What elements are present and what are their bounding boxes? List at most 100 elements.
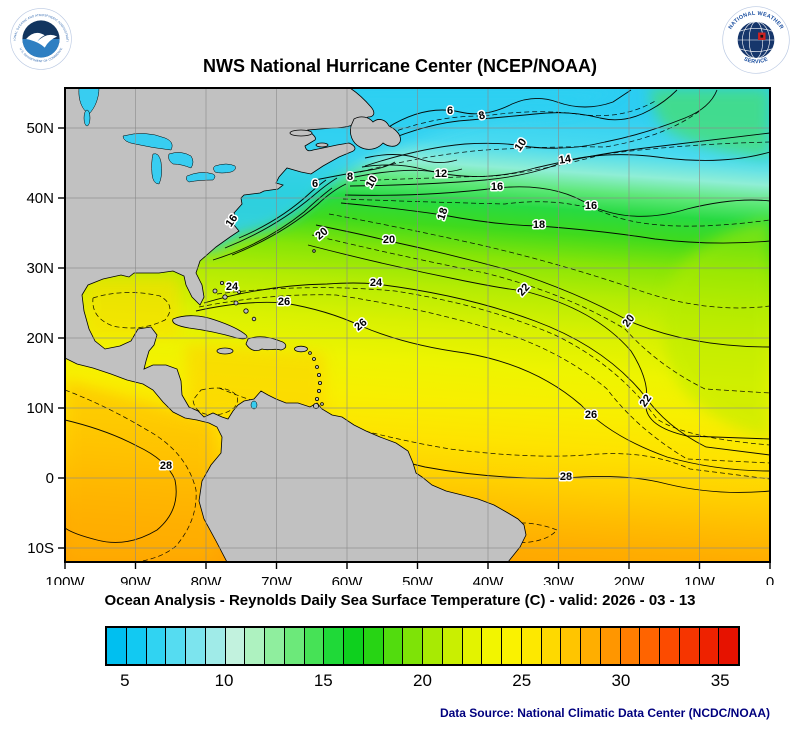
colorbar-segment <box>502 628 522 664</box>
lon-tick-label: 50W <box>402 574 434 585</box>
contour-label: 8 <box>347 171 353 183</box>
noaa-emblem-sea <box>22 39 60 58</box>
newfoundland-island <box>350 116 401 150</box>
landmasses <box>65 88 527 562</box>
noaa-seagull-icon <box>26 32 58 48</box>
colorbar-segment <box>600 628 621 664</box>
contour-label: 16 <box>585 200 597 212</box>
colorbar-segment <box>482 628 502 664</box>
graticule <box>65 88 770 562</box>
colorbar-segment <box>363 628 384 664</box>
bahamas-islands <box>212 280 257 322</box>
colorbar-segment <box>107 628 127 664</box>
colorbar-tick-label: 30 <box>611 671 631 690</box>
colorbar-segment <box>245 628 265 664</box>
lake-ontario <box>213 163 236 174</box>
jamaica-island <box>216 347 234 355</box>
colorbar-segment <box>442 628 463 664</box>
axes: 100W 90W 80W 70W 60W 50W 40W 30W 20W 10W 0 50N 40N 30… <box>26 120 774 585</box>
page-title: NWS National Hurricane Center (NCEP/NOAA… <box>202 56 598 76</box>
colorbar-segment <box>719 628 738 664</box>
nws-globe-graticule <box>737 21 775 59</box>
colorbar-segment <box>146 628 167 664</box>
colorbar-segment <box>265 628 285 664</box>
colorbar-segment <box>126 628 147 664</box>
noaa-logo: NATIONAL OCEANIC AND ATMOSPHERIC ADMINIS… <box>10 8 72 70</box>
colorbar-segment <box>186 628 206 664</box>
colorbar-segment <box>166 628 186 664</box>
bermuda-island <box>312 249 316 253</box>
colorbar-segment <box>383 628 404 664</box>
nws-hurricane-flag-center <box>760 34 764 38</box>
prince-edward-island <box>315 142 329 148</box>
nws-logo: NATIONAL WEATHER SERVICE <box>722 6 790 74</box>
lon-tick-label: 10W <box>684 574 716 585</box>
lake-maracaibo <box>250 400 258 410</box>
lon-tick-label: 0 <box>766 574 774 585</box>
cuba-island <box>172 315 248 340</box>
colorbar-tick-label: 5 <box>120 671 130 690</box>
colorbar-tick-label: 15 <box>313 671 333 690</box>
contour-label: 24 <box>226 281 239 293</box>
colorbar-segment <box>521 628 542 664</box>
nws-ring-text-bottom: SERVICE <box>743 56 769 65</box>
colorbar-labels: 5 10 15 20 25 30 35 <box>0 671 800 695</box>
lon-tick-label: 30W <box>543 574 575 585</box>
colorbar-segment <box>660 628 680 664</box>
puerto-rico-island <box>294 345 308 353</box>
colorbar-segment <box>620 628 641 664</box>
colorbar-segment <box>344 628 364 664</box>
data-source-credit: Data Source: National Climatic Data Cent… <box>439 706 770 720</box>
colorbar-segment <box>640 628 660 664</box>
map-caption: Ocean Analysis - Reynolds Daily Sea Surf… <box>104 592 696 609</box>
colorbar-segment <box>462 628 483 664</box>
lat-tick-label: 0 <box>46 470 54 487</box>
lat-tick-label: 20N <box>26 330 54 347</box>
contour-label: 16 <box>491 181 503 193</box>
colorbar-segment <box>423 628 443 664</box>
colorbar-segment <box>699 628 720 664</box>
lat-tick-label: 10N <box>26 400 54 417</box>
colorbar-segment <box>304 628 325 664</box>
colorbar-segment <box>324 628 344 664</box>
contour-label: 20 <box>383 234 395 246</box>
colorbar-segment <box>561 628 581 664</box>
colorbar-segment <box>284 628 305 664</box>
lat-tick-label: 10S <box>27 540 54 557</box>
colorbar-tick-label: 10 <box>214 671 234 690</box>
contour-label: 6 <box>312 178 318 190</box>
contour-label: 18 <box>435 206 450 221</box>
contour-label: 26 <box>585 409 597 421</box>
lake-michigan <box>151 153 162 185</box>
colorbar-segment <box>403 628 423 664</box>
colorbar-segment <box>225 628 246 664</box>
lon-tick-label: 80W <box>191 574 223 585</box>
lon-tick-label: 70W <box>261 574 293 585</box>
colorbar <box>105 626 740 666</box>
contour-label: 14 <box>558 153 573 167</box>
lat-tick-label: 40N <box>26 190 54 207</box>
lake-winnipeg <box>83 109 91 127</box>
lon-tick-label: 100W <box>45 574 85 585</box>
contour-label: 26 <box>278 296 290 308</box>
map-frame <box>64 87 771 563</box>
contour-label: 28 <box>160 460 172 472</box>
lon-tick-label: 60W <box>332 574 364 585</box>
colorbar-tick-label: 35 <box>710 671 730 690</box>
contour-label: 12 <box>435 168 447 180</box>
lon-tick-label: 90W <box>120 574 152 585</box>
colorbar-segment <box>541 628 562 664</box>
lon-tick-label: 20W <box>614 574 646 585</box>
colorbar-segment <box>205 628 226 664</box>
colorbar-tick-label: 25 <box>512 671 532 690</box>
lat-tick-label: 50N <box>26 120 54 137</box>
lat-tick-label: 30N <box>26 260 54 277</box>
lake-huron <box>168 152 194 169</box>
colorbar-tick-label: 20 <box>413 671 432 690</box>
colorbar-segment <box>679 628 700 664</box>
contour-label: 28 <box>560 471 572 483</box>
lon-tick-label: 40W <box>473 574 505 585</box>
contour-label: 18 <box>533 219 545 231</box>
